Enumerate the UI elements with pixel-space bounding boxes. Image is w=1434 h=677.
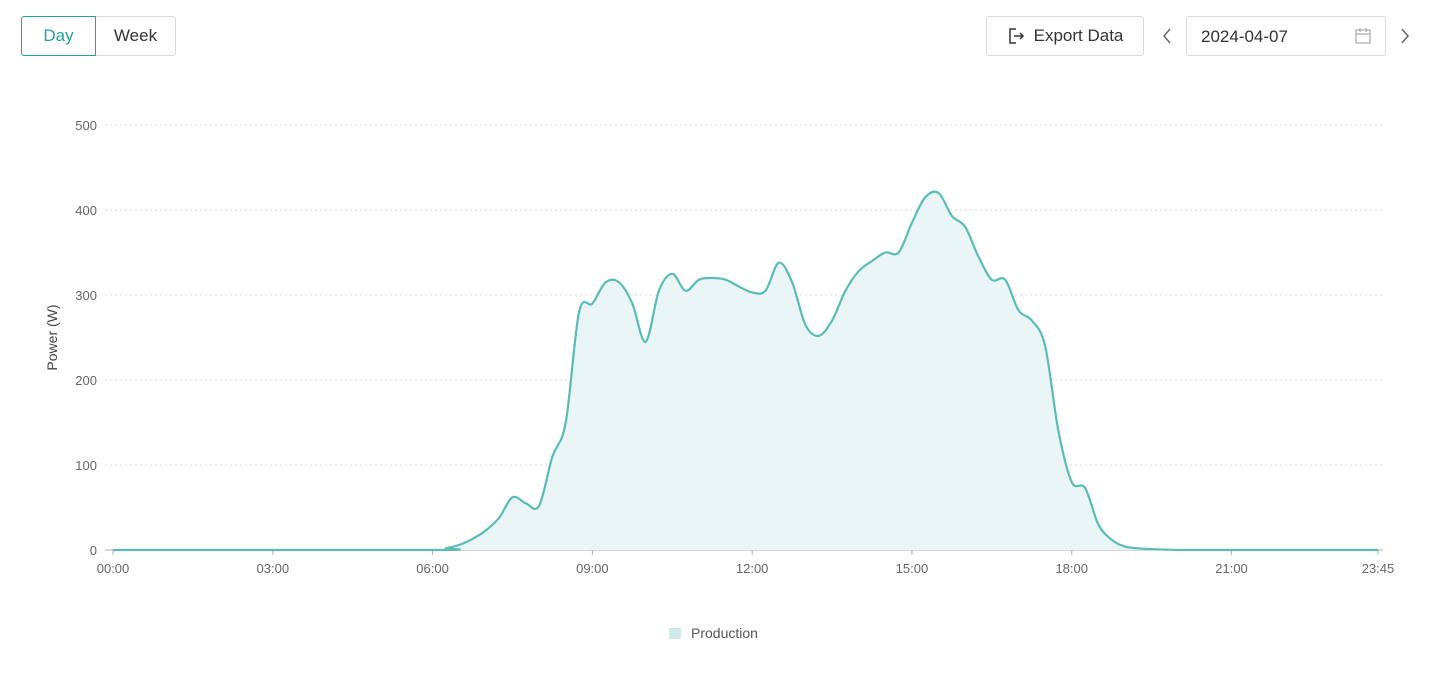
x-tick-label: 12:00 [736, 561, 769, 576]
legend-swatch-production [669, 627, 681, 639]
tab-week[interactable]: Week [96, 16, 176, 56]
x-tick-label: 23:45 [1362, 561, 1395, 576]
y-tick-label: 300 [75, 288, 97, 303]
x-tick-label: 18:00 [1055, 561, 1088, 576]
export-icon [1007, 27, 1025, 45]
toolbar: Day Week Export Data 2024-04-07 [0, 0, 1434, 72]
power-chart: 0 100 200 300 400 500 00:00 03:00 06:00 09:00 12:0… [44, 118, 1395, 576]
x-tick-label: 00:00 [97, 561, 130, 576]
export-data-label: Export Data [1033, 26, 1124, 45]
y-tick-label: 500 [75, 118, 97, 133]
x-tick-label: 03:00 [257, 561, 290, 576]
next-date-button[interactable] [1395, 24, 1415, 48]
export-data-button[interactable]: Export Data [986, 16, 1144, 56]
y-tick-label: 400 [75, 203, 97, 218]
series-area-production [113, 191, 1378, 551]
x-tick-label: 09:00 [576, 561, 609, 576]
y-tick-label: 100 [75, 458, 97, 473]
period-toggle: Day Week [21, 16, 176, 56]
tab-day[interactable]: Day [21, 16, 96, 56]
date-picker[interactable]: 2024-04-07 [1186, 16, 1386, 56]
y-axis-label: Power (W) [44, 304, 60, 370]
calendar-icon [1355, 27, 1371, 49]
chevron-left-icon [1163, 28, 1171, 44]
y-tick-label: 0 [90, 543, 97, 558]
x-tick-label: 15:00 [896, 561, 929, 576]
series-line-production [113, 190, 1378, 552]
prev-date-button[interactable] [1157, 24, 1177, 48]
y-tick-label: 200 [75, 373, 97, 388]
chart-container: 0 100 200 300 400 500 00:00 03:00 06:00 09:00 12:0… [0, 72, 1434, 672]
x-tick-label: 21:00 [1215, 561, 1248, 576]
x-tick-label: 06:00 [416, 561, 449, 576]
legend[interactable]: Production [669, 624, 758, 642]
chevron-right-icon [1401, 28, 1409, 44]
date-value: 2024-04-07 [1201, 27, 1288, 46]
legend-label-production: Production [691, 625, 758, 641]
